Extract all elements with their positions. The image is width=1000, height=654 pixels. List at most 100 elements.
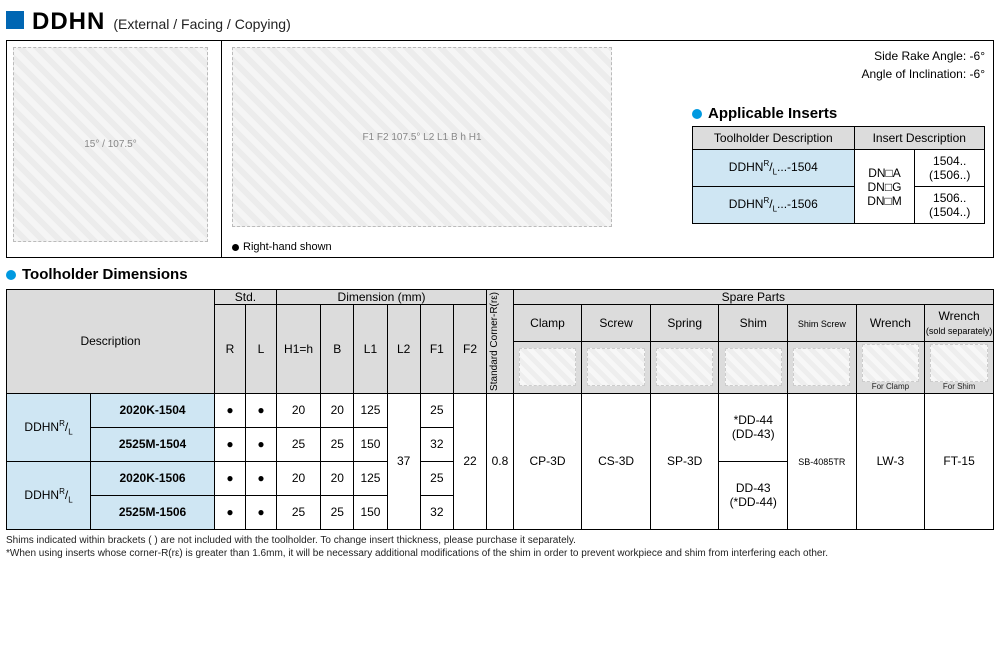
- ins-row1-th: DDHNR/L...-1504: [693, 150, 855, 187]
- row1-f1: 25: [420, 393, 453, 427]
- icon-shimscrew: [788, 341, 857, 393]
- dimensions-table: Description Std. Dimension (mm) Standard…: [6, 289, 994, 530]
- shared-l2: 37: [387, 393, 420, 529]
- row3-f1: 25: [420, 461, 453, 495]
- th-f2: F2: [453, 305, 486, 394]
- side-rake-note: Side Rake Angle: -6°: [692, 47, 985, 65]
- diagram-left-panel: 15° / 107.5°: [7, 41, 222, 257]
- group2: DDHNR/L: [7, 461, 91, 529]
- shared-clamp: CP-3D: [513, 393, 582, 529]
- bullet-icon: [232, 244, 239, 251]
- th-corner: Standard Corner-R(rε): [487, 290, 514, 394]
- icon-wrench: For Clamp: [856, 341, 925, 393]
- top-right-panel: Side Rake Angle: -6° Angle of Inclinatio…: [688, 41, 993, 257]
- dot-icon: [6, 270, 16, 280]
- applicable-inserts-header: Applicable Inserts: [692, 105, 985, 122]
- th-f1: F1: [420, 305, 453, 394]
- row3-l: ●: [245, 461, 276, 495]
- row1-l: ●: [245, 393, 276, 427]
- row4-b: 25: [321, 495, 354, 529]
- row2-l: ●: [245, 427, 276, 461]
- row4-f1: 32: [420, 495, 453, 529]
- th-shim: Shim: [719, 305, 788, 342]
- dot-icon: [692, 109, 702, 119]
- th-l1: L1: [354, 305, 387, 394]
- angle-notes: Side Rake Angle: -6° Angle of Inclinatio…: [692, 47, 985, 83]
- row1-l1: 125: [354, 393, 387, 427]
- dim-section-title: Toolholder Dimensions: [22, 266, 188, 283]
- tool-angle-diagram: 15° / 107.5°: [13, 47, 208, 242]
- row4-r: ●: [214, 495, 245, 529]
- icon-spring: [650, 341, 719, 393]
- icon-clamp: [513, 341, 582, 393]
- inclination-note: Angle of Inclination: -6°: [692, 65, 985, 83]
- ins-row2-th: DDHNR/L...-1506: [693, 187, 855, 224]
- row2-l1: 150: [354, 427, 387, 461]
- title-subtitle: (External / Facing / Copying): [113, 16, 290, 32]
- shared-shim1: *DD-44 (DD-43): [719, 393, 788, 461]
- row3-b: 20: [321, 461, 354, 495]
- th-insert-desc: Insert Description: [854, 127, 984, 150]
- footnote-1: Shims indicated within brackets ( ) are …: [6, 534, 994, 547]
- row3-l1: 125: [354, 461, 387, 495]
- tool-dimension-diagram: F1 F2 107.5° L2 L1 B h H1: [232, 47, 612, 227]
- shared-shim2: DD-43 (*DD-44): [719, 461, 788, 529]
- row4-h1h: 25: [276, 495, 320, 529]
- row1-h1h: 20: [276, 393, 320, 427]
- th-dim: Dimension (mm): [276, 290, 486, 305]
- th-screw: Screw: [582, 305, 651, 342]
- row3-code: 2020K-1506: [91, 461, 215, 495]
- right-hand-note: Right-hand shown: [232, 241, 332, 253]
- th-l2: L2: [387, 305, 420, 394]
- shared-wrench2: FT-15: [925, 393, 994, 529]
- icon-wrench2: For Shim: [925, 341, 994, 393]
- ins-row1-val: 1504.. (1506..): [915, 150, 985, 187]
- th-clamp: Clamp: [513, 305, 582, 342]
- dim-section-header: Toolholder Dimensions: [6, 266, 994, 283]
- title-marker: [6, 11, 24, 29]
- th-l: L: [245, 305, 276, 394]
- top-panel: 15° / 107.5° F1 F2 107.5° L2 L1 B h H1 R…: [6, 40, 994, 258]
- row4-l1: 150: [354, 495, 387, 529]
- group1: DDHNR/L: [7, 393, 91, 461]
- row4-code: 2525M-1506: [91, 495, 215, 529]
- row1-code: 2020K-1504: [91, 393, 215, 427]
- title-code: DDHN: [32, 8, 105, 36]
- shared-spring: SP-3D: [650, 393, 719, 529]
- row1-b: 20: [321, 393, 354, 427]
- th-spring: Spring: [650, 305, 719, 342]
- th-wrench: Wrench: [856, 305, 925, 342]
- applicable-inserts-table: Toolholder Description Insert Descriptio…: [692, 126, 985, 224]
- row2-code: 2525M-1504: [91, 427, 215, 461]
- row2-h1h: 25: [276, 427, 320, 461]
- row3-h1h: 20: [276, 461, 320, 495]
- th-r: R: [214, 305, 245, 394]
- icon-screw: [582, 341, 651, 393]
- title-row: DDHN (External / Facing / Copying): [6, 8, 994, 36]
- shared-shimscrew: SB-4085TR: [788, 393, 857, 529]
- th-spare: Spare Parts: [513, 290, 993, 305]
- row1-r: ●: [214, 393, 245, 427]
- row2-b: 25: [321, 427, 354, 461]
- shared-f2: 22: [453, 393, 486, 529]
- th-toolholder-desc: Toolholder Description: [693, 127, 855, 150]
- icon-shim: [719, 341, 788, 393]
- applicable-inserts-title: Applicable Inserts: [708, 105, 837, 122]
- diagram-mid-panel: F1 F2 107.5° L2 L1 B h H1 Right-hand sho…: [222, 41, 688, 257]
- footnote-2: *When using inserts whose corner-R(rε) i…: [6, 547, 994, 560]
- th-b: B: [321, 305, 354, 394]
- row4-l: ●: [245, 495, 276, 529]
- ins-row2-val: 1506.. (1504..): [915, 187, 985, 224]
- footnotes: Shims indicated within brackets ( ) are …: [6, 534, 994, 560]
- shared-screw: CS-3D: [582, 393, 651, 529]
- row2-r: ●: [214, 427, 245, 461]
- th-std: Std.: [214, 290, 276, 305]
- shared-wrench: LW-3: [856, 393, 925, 529]
- row3-r: ●: [214, 461, 245, 495]
- th-h1h: H1=h: [276, 305, 320, 394]
- row2-f1: 32: [420, 427, 453, 461]
- shared-corner: 0.8: [487, 393, 514, 529]
- th-shimscrew: Shim Screw: [788, 305, 857, 342]
- ins-shared: DN□A DN□G DN□M: [854, 150, 915, 224]
- th-wrench2: Wrench(sold separately): [925, 305, 994, 342]
